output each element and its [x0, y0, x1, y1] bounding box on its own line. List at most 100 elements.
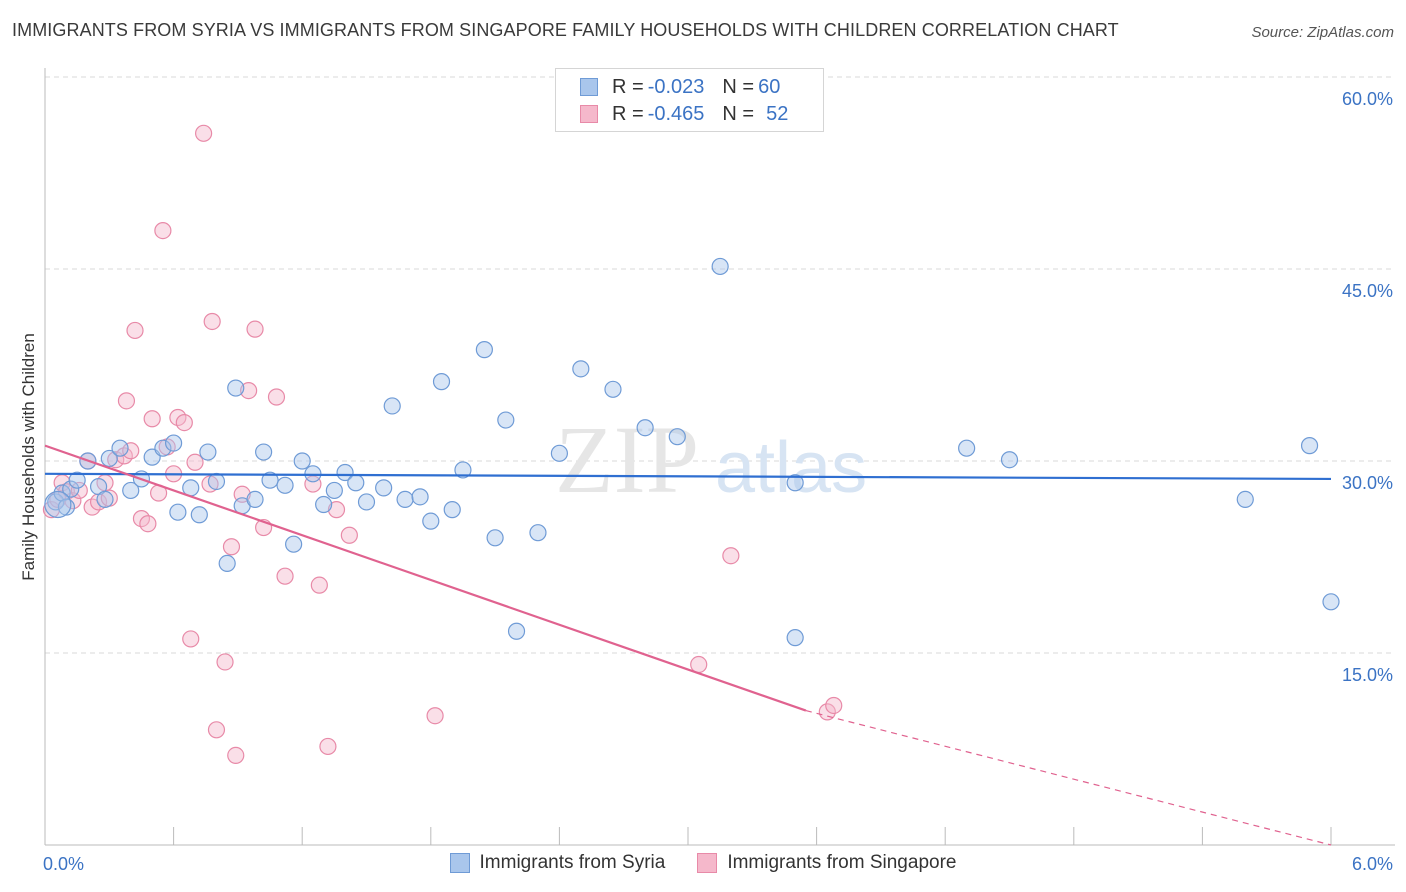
- singapore-point: [690, 655, 708, 674]
- syria-point: [255, 443, 273, 461]
- y-tick-label: 30.0%: [1342, 473, 1393, 493]
- syria-point: [396, 490, 414, 508]
- syria-trend-line: [44, 472, 1332, 481]
- y-axis-title: Family Households with Children: [19, 333, 38, 581]
- watermark-atlas: atlas: [715, 428, 867, 508]
- syria-point: [285, 535, 303, 553]
- singapore-point: [117, 392, 136, 410]
- singapore-point: [426, 707, 444, 725]
- singapore-point: [319, 737, 337, 756]
- legend-item-singapore[interactable]: Immigrants from Singapore: [697, 852, 956, 874]
- singapore-point: [154, 222, 172, 240]
- syria-swatch: [580, 78, 598, 96]
- syria-point: [336, 463, 354, 482]
- singapore-point: [246, 320, 264, 338]
- legend-n-label: N =: [722, 75, 755, 98]
- syria-point: [276, 476, 294, 494]
- singapore-point: [143, 410, 161, 428]
- x-tick-label-min: 0.0%: [43, 854, 84, 874]
- syria-point: [422, 512, 440, 530]
- singapore-point: [310, 576, 328, 594]
- syria-point: [154, 439, 172, 457]
- syria-point: [96, 490, 114, 508]
- syria-point: [111, 439, 129, 457]
- syria-point: [432, 373, 451, 391]
- singapore-point: [122, 442, 140, 460]
- syria-point: [62, 480, 80, 498]
- syria-point: [507, 622, 526, 640]
- singapore-point: [327, 501, 346, 519]
- syria-point: [122, 481, 140, 500]
- syria-point: [293, 452, 311, 470]
- syria-point: [529, 524, 547, 542]
- points-syria: [44, 257, 1340, 647]
- syria-point: [572, 360, 590, 378]
- syria-legend-swatch: [449, 853, 470, 873]
- source-label: Source: ZipAtlas.com: [1251, 24, 1394, 41]
- singapore-point: [207, 721, 226, 739]
- legend-n-label: N =: [722, 102, 755, 125]
- syria-point: [497, 411, 515, 429]
- y-tick-label: 15.0%: [1342, 665, 1393, 685]
- syria-point: [325, 481, 343, 500]
- correlation-legend: R = -0.023 N = 60 R = -0.465 N = 52: [555, 68, 824, 132]
- syria-point: [383, 397, 401, 415]
- syria-point: [1300, 437, 1319, 455]
- syria-point: [47, 493, 65, 511]
- singapore-point: [175, 414, 193, 432]
- syria-point: [190, 506, 208, 524]
- syria-point: [227, 379, 245, 397]
- series-legend: Immigrants from Syria Immigrants from Si…: [0, 852, 1406, 874]
- singapore-trend-extension: [805, 710, 1332, 846]
- syria-point: [375, 479, 393, 497]
- trend-layer: [44, 444, 1332, 846]
- syria-point: [199, 443, 217, 461]
- syria-point: [315, 495, 333, 514]
- legend-n-value: 60: [758, 75, 781, 98]
- syria-point: [100, 449, 118, 468]
- chart-title: IMMIGRANTS FROM SYRIA VS IMMIGRANTS FROM…: [12, 20, 1119, 40]
- singapore-point: [126, 321, 144, 340]
- syria-point: [454, 461, 472, 479]
- singapore-trend-line: [44, 444, 807, 712]
- legend-n-value: 52: [766, 102, 789, 125]
- singapore-point: [70, 481, 88, 500]
- syria-point: [486, 529, 504, 547]
- syria-point: [207, 472, 226, 491]
- syria-point: [357, 493, 376, 511]
- singapore-point: [139, 515, 157, 533]
- axes-layer: [44, 68, 1395, 846]
- syria-point: [958, 439, 976, 457]
- syria-point: [786, 629, 804, 647]
- syria-point: [218, 554, 236, 573]
- syria-point: [711, 257, 729, 276]
- legend-r-value: -0.023: [647, 75, 705, 98]
- syria-point: [411, 488, 429, 506]
- singapore-point: [182, 630, 200, 648]
- legend-row-syria: R = -0.023 N = 60: [580, 75, 780, 99]
- syria-point: [1236, 490, 1254, 508]
- singapore-point: [186, 453, 204, 471]
- syria-legend-label: Immigrants from Syria: [479, 852, 666, 873]
- syria-point: [246, 490, 264, 508]
- singapore-point: [818, 703, 836, 721]
- singapore-swatch: [580, 105, 598, 123]
- syria-point: [443, 501, 461, 519]
- syria-point-cluster: [44, 490, 72, 519]
- syria-point: [261, 471, 279, 489]
- singapore-point: [340, 526, 358, 544]
- singapore-point: [240, 382, 258, 400]
- singapore-point: [195, 124, 213, 142]
- watermark-zip: ZIP: [555, 406, 699, 513]
- singapore-point: [304, 475, 322, 493]
- y-tick-label: 60.0%: [1342, 89, 1393, 109]
- legend-row-singapore: R = -0.465 N = 52: [580, 102, 788, 126]
- syria-point: [68, 471, 86, 489]
- syria-point: [169, 503, 187, 521]
- singapore-point: [276, 567, 294, 585]
- legend-r-label: R =: [612, 75, 644, 98]
- y-tick-label: 45.0%: [1342, 281, 1393, 301]
- x-tick-label-max: 6.0%: [1352, 854, 1393, 874]
- legend-item-syria[interactable]: Immigrants from Syria: [449, 852, 666, 874]
